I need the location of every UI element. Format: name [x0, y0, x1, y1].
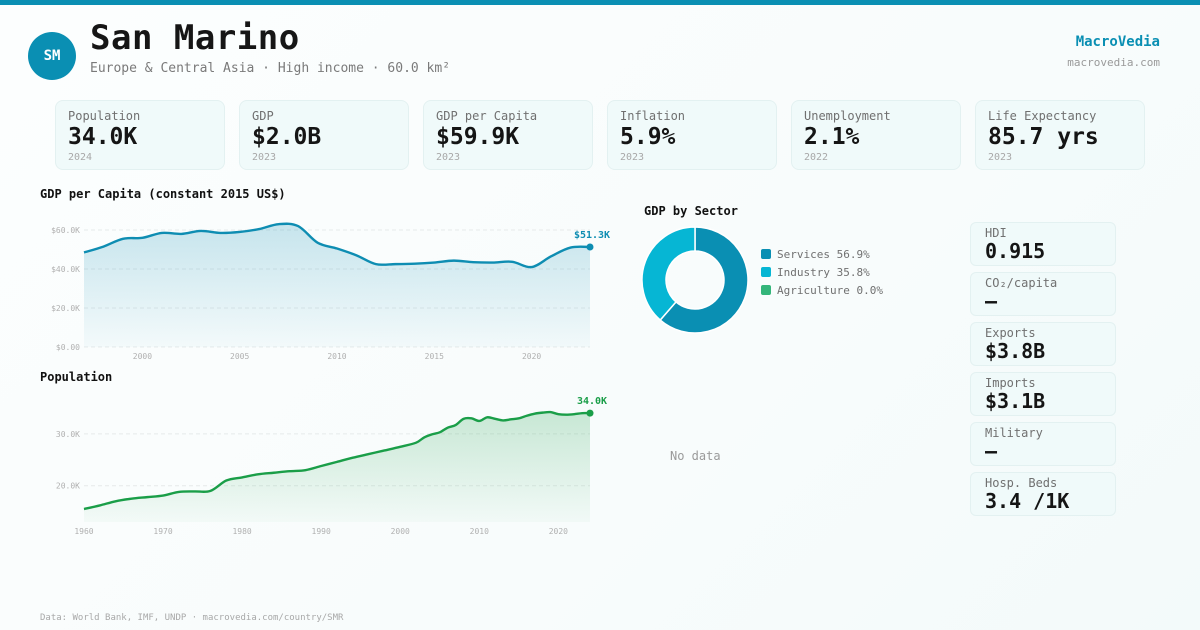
x-tick-label: 2020	[522, 352, 541, 361]
stat-value: 3.4 /1K	[985, 489, 1070, 513]
kpi-label: GDP per Capita	[436, 109, 538, 123]
legend-label: Services 56.9%	[777, 247, 870, 261]
legend-label: Industry 35.8%	[777, 265, 870, 279]
stat-value: $3.8B	[985, 339, 1046, 363]
top-accent-bar	[0, 0, 1200, 5]
area-fill	[84, 223, 590, 347]
x-tick-label: 2020	[549, 527, 568, 536]
stat-card-hdi: HDI 0.915	[970, 222, 1116, 266]
series-line	[83, 222, 591, 269]
y-tick-label: $20.0K	[51, 304, 80, 313]
last-value-label: 34.0K	[577, 396, 607, 407]
y-tick-label: $40.0K	[51, 265, 80, 274]
x-tick-label: 2015	[425, 352, 444, 361]
donut-slice-services	[659, 226, 749, 334]
kpi-value: $2.0B	[252, 124, 322, 150]
stat-card-imports: Imports $3.1B	[970, 372, 1116, 416]
kpi-label: GDP	[252, 109, 274, 123]
x-tick-label: 1970	[153, 527, 172, 536]
kpi-card-gdp-per-capita: GDP per Capita $59.9K 2023	[423, 100, 593, 170]
stat-label: HDI	[985, 226, 1007, 240]
footer-source: Data: World Bank, IMF, UNDP · macrovedia…	[40, 613, 344, 623]
side-stats: HDI 0.915 CO₂/capita — Exports $3.8B Imp…	[970, 222, 1116, 516]
x-tick-label: 2005	[230, 352, 249, 361]
kpi-value: $59.9K	[436, 124, 520, 150]
x-tick-label: 1980	[232, 527, 251, 536]
stat-value: 0.915	[985, 239, 1046, 263]
y-tick-label: $60.0K	[51, 226, 80, 235]
legend-item-agriculture: Agriculture 0.0%	[761, 281, 883, 299]
population-chart-title: Population	[40, 370, 113, 384]
legend-swatch-agriculture	[761, 285, 771, 295]
legend-item-services: Services 56.9%	[761, 245, 883, 263]
kpi-year: 2022	[804, 152, 829, 163]
kpi-row: Population 34.0K 2024 GDP $2.0B 2023 GDP…	[55, 100, 1145, 170]
last-point-marker	[586, 409, 594, 417]
stat-label: Exports	[985, 326, 1036, 340]
brand-url[interactable]: macrovedia.com	[1067, 56, 1160, 69]
x-tick-label: 2010	[470, 527, 489, 536]
gdp-sector-donut	[641, 226, 749, 334]
y-tick-label: 20.0K	[56, 482, 80, 491]
last-value-label: $51.3K	[574, 230, 610, 241]
x-tick-label: 2010	[327, 352, 346, 361]
kpi-label: Life Expectancy	[988, 109, 1097, 123]
kpi-value: 34.0K	[68, 124, 138, 150]
x-tick-label: 1960	[74, 527, 93, 536]
y-tick-label: 30.0K	[56, 430, 80, 439]
stat-label: CO₂/capita	[985, 276, 1058, 290]
kpi-card-life-expectancy: Life Expectancy 85.7 yrs 2023	[975, 100, 1145, 170]
last-point-marker	[586, 243, 594, 251]
kpi-year: 2023	[620, 152, 645, 163]
kpi-card-unemployment: Unemployment 2.1% 2022	[791, 100, 961, 170]
stat-value: —	[985, 439, 998, 463]
page-subtitle: Europe & Central Asia · High income · 60…	[90, 61, 451, 76]
kpi-year: 2023	[252, 152, 277, 163]
x-tick-label: 2000	[391, 527, 410, 536]
avatar: SM	[28, 32, 76, 80]
avatar-initials: SM	[43, 48, 61, 64]
kpi-label: Population	[68, 109, 141, 123]
series-line	[83, 410, 591, 511]
stat-card-co2: CO₂/capita —	[970, 272, 1116, 316]
kpi-value: 5.9%	[620, 124, 676, 150]
y-tick-label: $0.00	[56, 343, 80, 352]
stat-label: Imports	[985, 376, 1036, 390]
legend-swatch-industry	[761, 267, 771, 277]
sector-legend: Services 56.9% Industry 35.8% Agricultur…	[761, 245, 883, 299]
gdp-per-capita-chart: $0.00 $20.0K $40.0K $60.0K 2000 2005 2010 2015 2…	[51, 222, 610, 361]
stat-label: Hosp. Beds	[985, 476, 1058, 490]
no-data-placeholder: No data	[670, 449, 721, 463]
stat-value: $3.1B	[985, 389, 1046, 413]
kpi-year: 2024	[68, 152, 93, 163]
legend-label: Agriculture 0.0%	[777, 283, 883, 297]
x-tick-label: 2000	[133, 352, 152, 361]
kpi-year: 2023	[436, 152, 461, 163]
population-chart: 20.0K 30.0K 1960 1970 1980 1990 2000 2010 2020 34…	[56, 396, 607, 536]
donut-slice-industry	[641, 226, 696, 322]
kpi-year: 2023	[988, 152, 1013, 163]
kpi-value: 2.1%	[804, 124, 860, 150]
kpi-card-gdp: GDP $2.0B 2023	[239, 100, 409, 170]
stat-card-hospital-beds: Hosp. Beds 3.4 /1K	[970, 472, 1116, 516]
area-fill	[84, 412, 590, 522]
kpi-label: Inflation	[620, 109, 686, 123]
kpi-card-inflation: Inflation 5.9% 2023	[607, 100, 777, 170]
kpi-label: Unemployment	[804, 109, 891, 123]
stat-card-exports: Exports $3.8B	[970, 322, 1116, 366]
kpi-value: 85.7 yrs	[988, 124, 1099, 150]
stat-label: Military	[985, 426, 1043, 440]
sector-chart-title: GDP by Sector	[644, 204, 738, 218]
kpi-card-population: Population 34.0K 2024	[55, 100, 225, 170]
legend-item-industry: Industry 35.8%	[761, 263, 883, 281]
x-tick-label: 1990	[312, 527, 331, 536]
stat-value: —	[985, 289, 998, 313]
gdp-chart-title: GDP per Capita (constant 2015 US$)	[40, 187, 286, 201]
page-title: San Marino	[90, 18, 300, 58]
legend-swatch-services	[761, 249, 771, 259]
brand-logo[interactable]: MacroVedia	[1075, 34, 1160, 50]
stat-card-military: Military —	[970, 422, 1116, 466]
